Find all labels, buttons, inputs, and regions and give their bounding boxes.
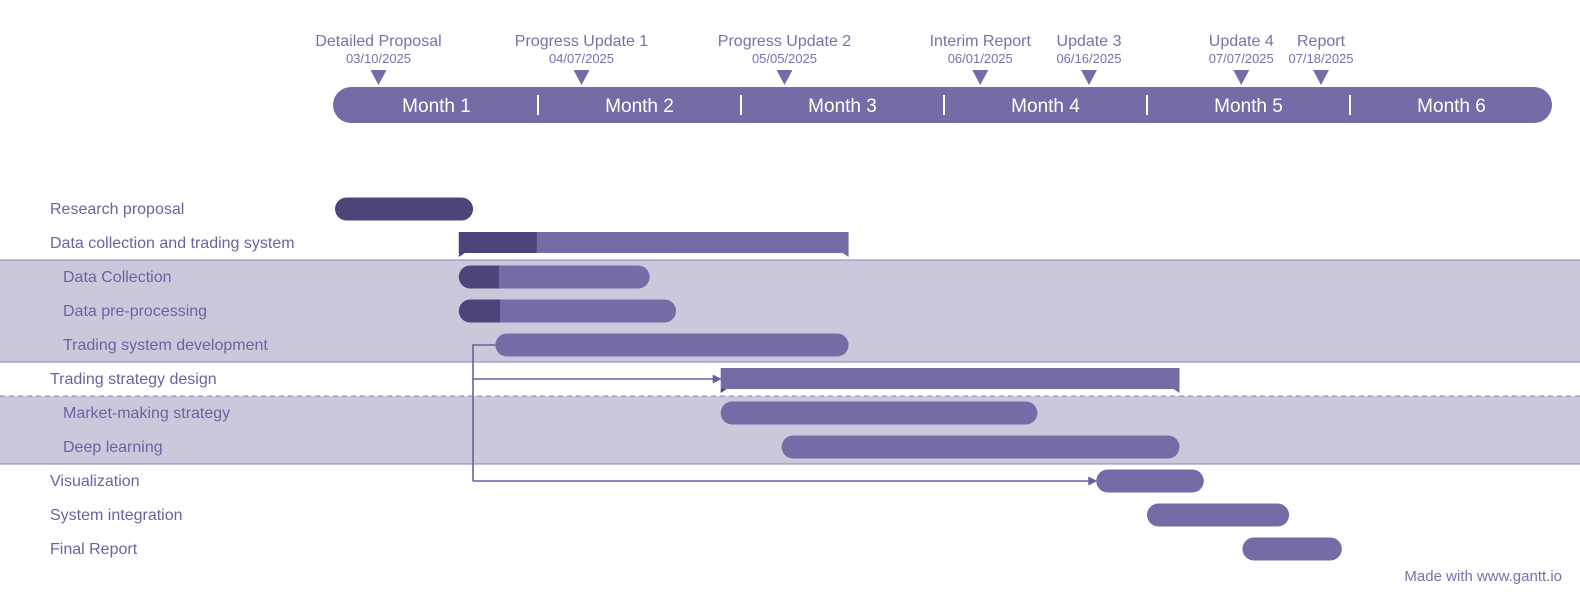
milestone-marker-icon <box>972 70 989 85</box>
milestone-name: Progress Update 1 <box>515 33 649 50</box>
task-bar <box>495 333 849 357</box>
milestone-date: 06/01/2025 <box>948 51 1013 66</box>
milestone-date: 07/18/2025 <box>1288 51 1353 66</box>
task-label: Market-making strategy <box>63 405 230 422</box>
month-label: Month 3 <box>808 96 877 117</box>
milestone-name: Progress Update 2 <box>718 33 852 50</box>
month-label: Month 4 <box>1011 96 1080 117</box>
task-label: Trading system development <box>63 337 268 354</box>
milestone-date: 06/16/2025 <box>1056 51 1121 66</box>
group-bar-progress <box>458 232 537 253</box>
milestone-date: 07/07/2025 <box>1209 51 1274 66</box>
task-label: System integration <box>50 507 183 524</box>
milestone-marker-icon <box>573 70 590 85</box>
milestone-date: 05/05/2025 <box>752 51 817 66</box>
month-label: Month 1 <box>402 96 471 117</box>
group-bar <box>720 368 1180 389</box>
milestone-name: Update 3 <box>1057 33 1122 50</box>
task-bar <box>1242 537 1342 561</box>
task-bar <box>458 299 677 323</box>
milestone-marker-icon <box>1233 70 1250 85</box>
group-bar-left-cap <box>720 389 727 393</box>
milestone-marker-icon <box>370 70 387 85</box>
task-label: Data collection and trading system <box>50 235 295 252</box>
month-label: Month 6 <box>1417 96 1486 117</box>
milestone-marker-icon <box>776 70 793 85</box>
credit-text[interactable]: Made with www.gantt.io <box>1404 568 1562 585</box>
task-label: Trading strategy design <box>50 371 217 388</box>
dependency-arrows <box>472 344 1098 486</box>
month-label: Month 5 <box>1214 96 1283 117</box>
task-label: Research proposal <box>50 201 184 218</box>
milestone-name: Update 4 <box>1209 33 1274 50</box>
task-bar <box>335 197 474 221</box>
arrow-head-icon <box>1088 476 1098 486</box>
task-label: Data Collection <box>63 269 172 286</box>
group-bands <box>0 259 1580 465</box>
timeline-header: Month 1 Month 2 Month 3 Month 4 Month 5 Month… <box>333 87 1552 123</box>
task-bar <box>1096 469 1204 493</box>
task-labels: Research proposal Data collection and tra… <box>50 201 295 558</box>
task-bar-progress <box>458 265 499 289</box>
task-label: Deep learning <box>63 439 163 456</box>
dependency-line <box>472 344 496 481</box>
task-bar <box>781 435 1180 459</box>
group-bar <box>458 232 849 253</box>
task-bar-progress <box>458 299 501 323</box>
milestone-name: Report <box>1297 33 1346 50</box>
task-label: Final Report <box>50 541 138 558</box>
month-label: Month 2 <box>605 96 674 117</box>
milestone-name: Interim Report <box>930 33 1032 50</box>
task-bar <box>458 265 650 289</box>
milestone-date: 03/10/2025 <box>346 51 411 66</box>
milestone-marker-icon <box>1081 70 1097 85</box>
arrow-head-icon <box>712 374 722 384</box>
milestone-marker-icon <box>1313 70 1329 85</box>
milestone-date: 04/07/2025 <box>549 51 614 66</box>
task-bar <box>1147 503 1290 527</box>
task-label: Visualization <box>50 473 140 490</box>
group-bar-right-cap <box>1173 389 1180 393</box>
task-bars <box>335 197 1342 561</box>
task-label: Data pre-processing <box>63 303 207 320</box>
milestone-name: Detailed Proposal <box>315 33 441 50</box>
group-bar-right-cap <box>842 253 849 257</box>
task-bar <box>720 401 1038 425</box>
timeline-bar <box>333 87 1552 123</box>
group-bar-left-cap <box>458 253 465 257</box>
